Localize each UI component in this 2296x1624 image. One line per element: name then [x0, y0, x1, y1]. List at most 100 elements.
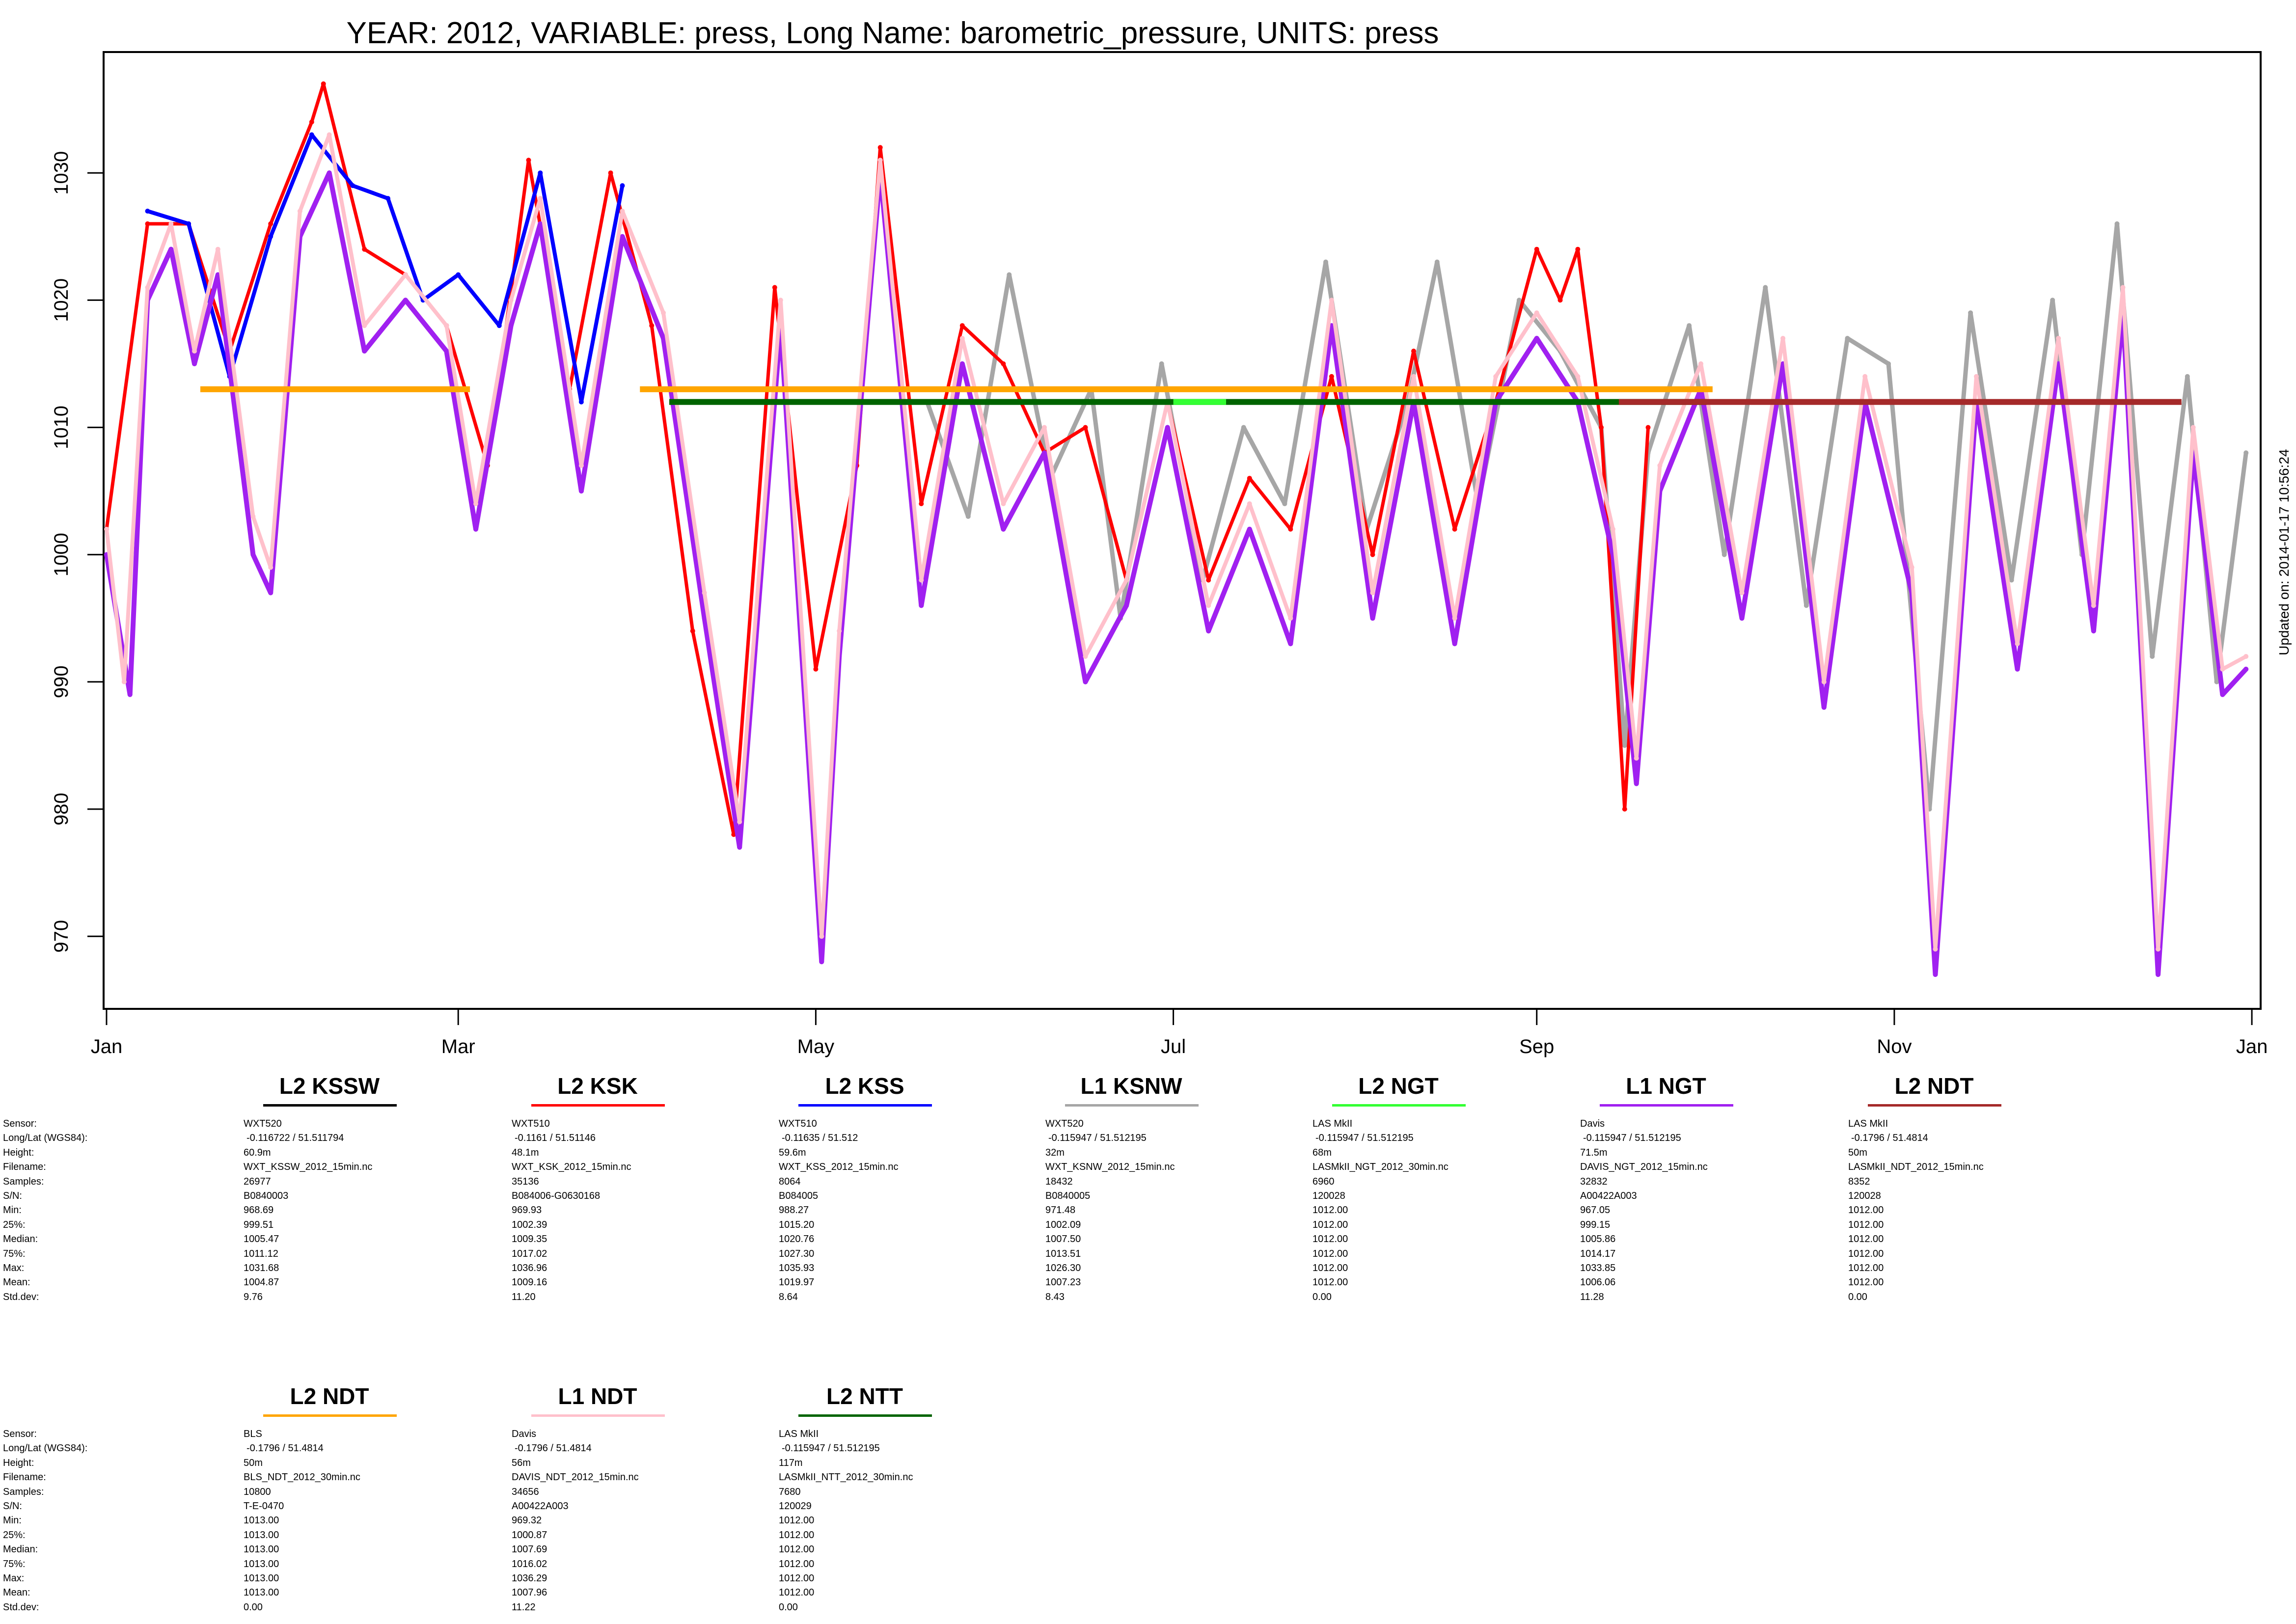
- row-label: Std.dev:: [3, 1601, 39, 1613]
- data-point: [1001, 526, 1006, 532]
- data-point: [1862, 374, 1868, 379]
- station-value: LASMkII_NDT_2012_15min.nc: [1848, 1162, 1984, 1173]
- data-point: [309, 132, 314, 137]
- station-color-line: [1332, 1104, 1466, 1107]
- station-name: L2 NGT: [1358, 1073, 1439, 1099]
- station-color-line: [263, 1104, 397, 1107]
- data-point: [620, 209, 625, 214]
- data-point: [2056, 336, 2061, 341]
- station-value: -0.115947 / 51.512195: [782, 1443, 880, 1454]
- row-label: S/N:: [3, 1190, 22, 1201]
- row-label: Samples:: [3, 1486, 44, 1497]
- data-point: [1821, 704, 1827, 710]
- station-value: 0.00: [244, 1601, 263, 1613]
- station-name: L2 NDT: [1894, 1073, 1974, 1099]
- station-value: 8064: [779, 1176, 801, 1187]
- station-color-line: [263, 1414, 397, 1417]
- data-point: [1645, 425, 1651, 430]
- data-point: [1370, 590, 1375, 595]
- data-point: [1687, 323, 1692, 328]
- station-value: 1012.00: [1848, 1277, 1884, 1288]
- data-point: [403, 298, 408, 303]
- data-point: [1370, 552, 1375, 557]
- data-point: [1001, 361, 1006, 366]
- station-value: 11.28: [1580, 1291, 1604, 1302]
- data-point: [1610, 526, 1615, 532]
- data-point: [1534, 246, 1539, 252]
- data-point: [1909, 565, 1914, 570]
- station-value: LAS MkII: [1312, 1118, 1353, 1129]
- station-value: 60.9m: [244, 1147, 271, 1158]
- station-name: L2 KSSW: [279, 1073, 380, 1099]
- row-label: Sensor:: [3, 1118, 37, 1129]
- station-value: 8.43: [1045, 1291, 1065, 1302]
- data-point: [1329, 298, 1334, 303]
- data-point: [473, 501, 478, 507]
- station-value: 117m: [779, 1457, 803, 1468]
- station-value: 1013.00: [244, 1587, 279, 1598]
- data-point: [965, 514, 971, 519]
- data-point: [813, 667, 819, 672]
- station-value: 120029: [779, 1500, 812, 1512]
- data-point: [1622, 807, 1627, 812]
- station-value: -0.1796 / 51.4814: [1851, 1133, 1928, 1144]
- data-point: [2009, 577, 2014, 583]
- data-point: [1124, 603, 1129, 608]
- data-point: [508, 323, 514, 328]
- data-point: [362, 246, 367, 252]
- station-value: 0.00: [779, 1601, 798, 1613]
- data-point: [1282, 501, 1287, 507]
- station-value: 1031.68: [244, 1262, 279, 1273]
- data-point: [1452, 526, 1457, 532]
- data-point: [2091, 628, 2096, 634]
- station-name: L1 NDT: [558, 1383, 637, 1409]
- station-color-line: [798, 1414, 932, 1417]
- data-point: [919, 577, 924, 583]
- data-point: [1634, 781, 1639, 786]
- data-point: [819, 959, 824, 965]
- data-point: [309, 119, 314, 125]
- station-value: 11.22: [512, 1601, 536, 1613]
- station-value: LAS MkII: [779, 1429, 819, 1439]
- station-value: 1012.00: [779, 1558, 815, 1570]
- data-point: [327, 132, 332, 137]
- data-point: [1739, 590, 1745, 595]
- data-point: [2220, 667, 2225, 672]
- data-point: [1974, 374, 1979, 379]
- data-point: [1452, 616, 1457, 621]
- data-point: [250, 552, 256, 557]
- station-value: 1017.02: [512, 1248, 547, 1259]
- station-value: 1005.86: [1580, 1234, 1616, 1245]
- x-tick-label: Nov: [1877, 1036, 1912, 1057]
- station-value: 1027.30: [779, 1248, 815, 1259]
- row-label: Mean:: [3, 1587, 30, 1598]
- station-value: WXT_KSS_2012_15min.nc: [779, 1162, 899, 1173]
- row-labels: Sensor: Long/Lat (WGS84): Height: Filename:…: [3, 1427, 87, 1615]
- data-point: [661, 336, 666, 341]
- station-value: 26977: [244, 1176, 271, 1187]
- station-value: 1009.35: [512, 1234, 547, 1245]
- row-label: Filename:: [3, 1472, 46, 1483]
- station-color-line: [531, 1104, 665, 1107]
- y-tick-label: 990: [51, 666, 72, 699]
- data-point: [608, 170, 613, 176]
- data-point: [959, 336, 965, 341]
- station-name: L2 KSK: [557, 1073, 638, 1099]
- data-point: [2050, 298, 2055, 303]
- data-point: [362, 349, 367, 354]
- x-tick-label: Jul: [1161, 1036, 1186, 1057]
- station-value: 8.64: [779, 1291, 798, 1302]
- data-point: [1452, 641, 1457, 647]
- data-point: [2185, 374, 2190, 379]
- data-point: [1558, 298, 1563, 303]
- station-value: 999.15: [1580, 1219, 1611, 1230]
- data-point: [444, 349, 449, 354]
- station-value: 988.27: [779, 1205, 809, 1216]
- data-point: [538, 221, 543, 226]
- data-point: [1206, 603, 1211, 608]
- data-point: [578, 463, 584, 468]
- x-tick-label: Jan: [2236, 1036, 2268, 1057]
- data-point: [250, 514, 256, 519]
- station-value: 969.32: [512, 1515, 542, 1526]
